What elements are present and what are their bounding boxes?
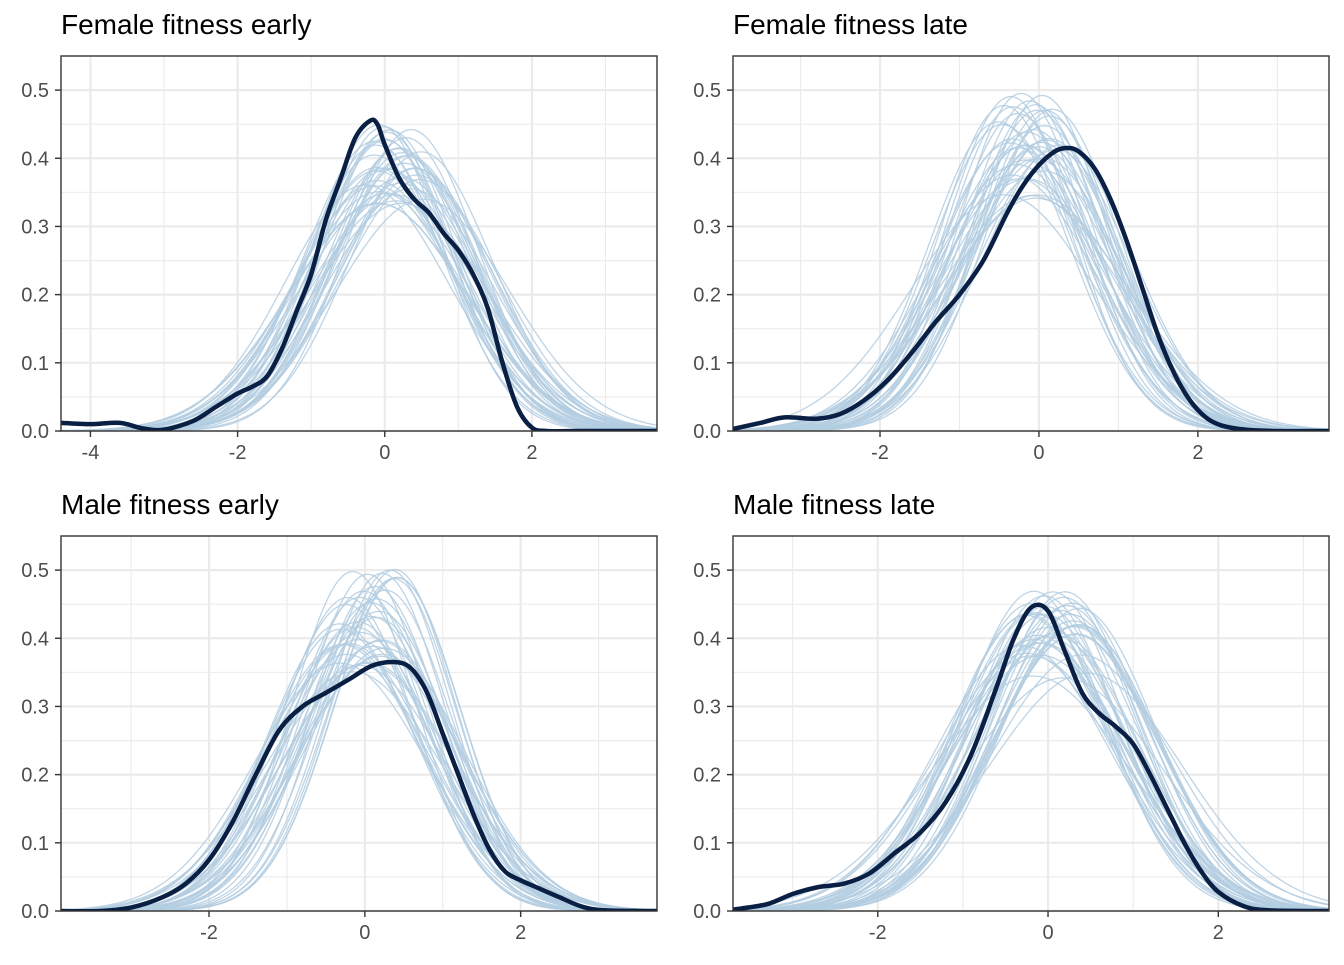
x-tick-label: 0 xyxy=(1033,442,1044,464)
y-tick-label: 0.3 xyxy=(21,696,49,718)
y-tick-label: 0.5 xyxy=(21,560,49,582)
y-tick-label: 0.0 xyxy=(693,901,721,923)
observed-density-curve xyxy=(61,659,657,911)
replicate-density-curve xyxy=(733,195,1329,431)
replicate-density-curve xyxy=(733,605,1329,911)
panel-male-fitness-early: Male fitness early 0.00.10.20.30.40.5-2 0… xyxy=(21,489,658,944)
y-tick-label: 0.4 xyxy=(21,148,49,170)
x-tick-label: -4 xyxy=(82,442,100,464)
panel-female-fitness-early: Female fitness early 0.0 0.1 0.2 0.3 0.4 0.5 -… xyxy=(21,9,658,464)
panel-title: Female fitness early xyxy=(61,9,312,40)
replicate-density-curve xyxy=(61,596,657,911)
y-tick-label: 0.3 xyxy=(693,216,721,238)
replicate-density-curve xyxy=(733,636,1329,911)
y-tick-label: 0.5 xyxy=(693,80,721,102)
replicate-density-curve xyxy=(733,141,1329,431)
y-tick-label: 0.4 xyxy=(21,628,49,650)
y-tick-label: 0.1 xyxy=(693,833,721,855)
panel-border xyxy=(732,55,1330,432)
observed-density-curve xyxy=(61,117,657,431)
y-tick-label: 0.1 xyxy=(21,353,49,375)
x-tick-label: -2 xyxy=(869,922,887,944)
y-tick-label: 0.0 xyxy=(693,421,721,443)
replicate-density-curve xyxy=(733,139,1329,431)
y-tick-label: 0.1 xyxy=(21,833,49,855)
panel-background xyxy=(733,536,1329,911)
y-tick-label: 0.4 xyxy=(693,148,721,170)
x-tick-label: -2 xyxy=(229,442,247,464)
panel-title: Female fitness late xyxy=(733,9,968,40)
x-tick-label: -2 xyxy=(871,442,889,464)
y-tick-label: 0.3 xyxy=(693,696,721,718)
x-tick-label: -2 xyxy=(200,922,218,944)
plot-area: 0.0 0.1 0.2 0.3 0.4 0.5 -4 -2 0 2 xyxy=(21,55,658,464)
panel-title: Male fitness early xyxy=(61,489,279,520)
replicate-density-curve xyxy=(733,95,1329,431)
replicate-density-curve xyxy=(733,620,1329,911)
x-tick-label: 2 xyxy=(1213,922,1224,944)
replicate-density-curve xyxy=(61,202,657,431)
replicate-density-curve xyxy=(61,167,657,431)
panel-border xyxy=(60,55,658,432)
y-tick-label: 0.4 xyxy=(693,628,721,650)
y-tick-label: 0.2 xyxy=(21,285,49,307)
replicate-density-curve xyxy=(61,573,657,911)
y-tick-label: 0.2 xyxy=(693,285,721,307)
x-tick-label: 0 xyxy=(379,442,390,464)
panel-border xyxy=(732,535,1330,912)
replicate-density-curve xyxy=(733,109,1329,431)
replicate-density-curve xyxy=(61,184,657,431)
y-tick-label: 0.5 xyxy=(21,80,49,102)
plot-area: 0.0 0.1 0.2 0.3 0.4 0.5 -2 0 2 xyxy=(21,535,658,944)
replicate-density-curve xyxy=(61,662,657,911)
y-tick-label: 0.2 xyxy=(693,765,721,787)
plot-area: 0.0 0.1 0.2 0.3 0.4 0.5 -2 0 2 xyxy=(693,55,1330,464)
observed-density-curve xyxy=(733,145,1329,431)
replicate-density-curve xyxy=(733,174,1329,431)
y-tick-label: 0.0 xyxy=(21,421,49,443)
panel-male-fitness-late: Male fitness late 0.0 0.1 0.2 0.3 0.4 0.5 -2 0 2 xyxy=(693,489,1330,944)
y-tick-label: 0.1 xyxy=(693,353,721,375)
replicate-density-curve xyxy=(733,177,1329,431)
y-tick-label: 0.0 xyxy=(21,901,49,923)
y-tick-label: 0.3 xyxy=(21,216,49,238)
panel-border xyxy=(60,535,658,912)
y-tick-label: 0.2 xyxy=(21,765,49,787)
panel-background xyxy=(61,536,657,911)
replicate-density-curve xyxy=(733,654,1329,911)
x-tick-label: 0 xyxy=(359,922,370,944)
replicate-density-curve xyxy=(733,197,1329,431)
panel-female-fitness-late: Female fitness late 0.0 0.1 0.2 0.3 0.4 0.5 -2… xyxy=(693,9,1330,464)
replicate-density-curve xyxy=(61,166,657,431)
x-tick-label: 2 xyxy=(526,442,537,464)
replicate-density-curve xyxy=(733,607,1329,911)
x-tick-label: 2 xyxy=(515,922,526,944)
plot-area: 0.0 0.1 0.2 0.3 0.4 0.5 -2 0 2 xyxy=(693,535,1330,944)
x-tick-label: 0 xyxy=(1042,922,1053,944)
panel-title: Male fitness late xyxy=(733,489,935,520)
replicate-density-curve xyxy=(733,642,1329,911)
x-tick-label: 2 xyxy=(1192,442,1203,464)
replicate-density-curve xyxy=(61,570,657,911)
replicate-density-curve xyxy=(61,664,657,911)
replicate-density-curve xyxy=(733,613,1329,911)
observed-density-curve xyxy=(733,602,1329,911)
y-tick-label: 0.5 xyxy=(693,560,721,582)
